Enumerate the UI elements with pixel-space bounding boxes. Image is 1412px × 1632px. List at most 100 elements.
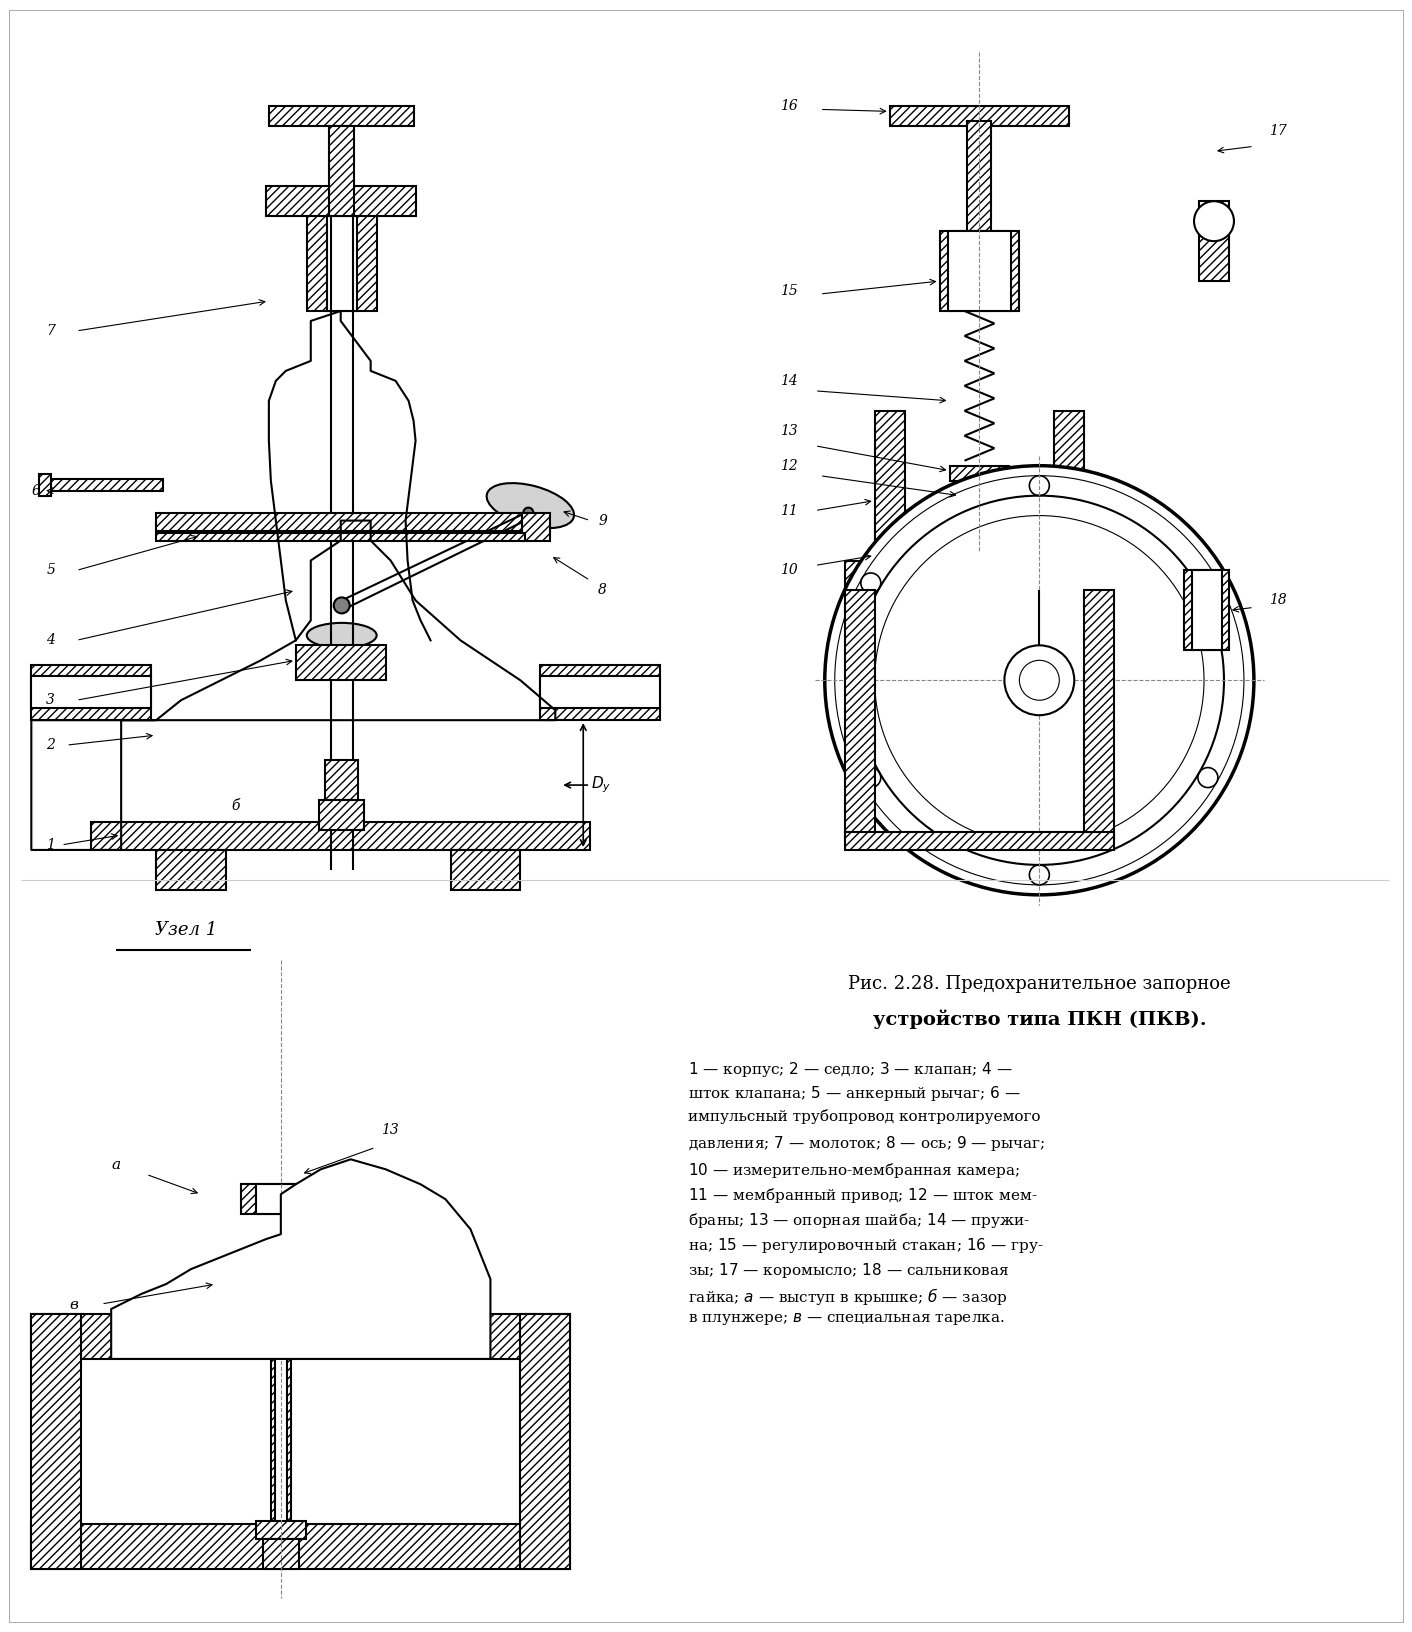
Bar — [263, 1539, 299, 1568]
Bar — [44, 478, 162, 491]
Text: 14: 14 — [779, 374, 798, 388]
Bar — [265, 186, 415, 215]
Text: 8: 8 — [599, 584, 607, 597]
Bar — [1055, 411, 1084, 540]
Bar — [92, 823, 590, 850]
Bar — [31, 676, 151, 708]
Text: Рис. 2.28. Предохранительное запорное: Рис. 2.28. Предохранительное запорное — [849, 974, 1231, 992]
Bar — [1185, 571, 1228, 650]
Text: 17: 17 — [1269, 124, 1286, 139]
Text: 5: 5 — [47, 563, 55, 578]
Bar — [450, 850, 521, 889]
Circle shape — [861, 568, 878, 584]
Text: 2: 2 — [47, 738, 55, 752]
Text: 16: 16 — [779, 100, 798, 113]
Text: шток клапана; $\mathit{5}$ — анкерный рычаг; $\mathit{6}$ —: шток клапана; $\mathit{5}$ — анкерный ры… — [688, 1085, 1021, 1103]
Ellipse shape — [487, 483, 575, 529]
Circle shape — [524, 508, 534, 517]
Bar — [844, 832, 1114, 850]
Bar — [890, 106, 1069, 126]
Bar — [967, 121, 991, 251]
Text: на; $\mathit{15}$ — регулировочный стакан; $\mathit{16}$ — гру-: на; $\mathit{15}$ — регулировочный стака… — [688, 1235, 1043, 1255]
Text: Узел 1: Узел 1 — [155, 920, 217, 938]
Text: гайка; $\mathit{а}$ — выступ в крышке; $\mathit{б}$ — зазор: гайка; $\mathit{а}$ — выступ в крышке; $… — [688, 1286, 1008, 1307]
Text: $D_y$: $D_y$ — [592, 775, 611, 795]
Bar — [31, 1314, 570, 1359]
Bar — [241, 1185, 321, 1214]
Bar — [326, 201, 357, 312]
Text: в: в — [69, 1297, 78, 1312]
Text: 1: 1 — [47, 837, 55, 852]
Bar — [1192, 571, 1221, 650]
Bar — [1199, 201, 1228, 281]
Bar — [31, 666, 151, 720]
Circle shape — [825, 465, 1254, 894]
Circle shape — [333, 597, 350, 614]
Text: 3: 3 — [47, 694, 55, 707]
Bar — [216, 1265, 346, 1279]
Text: $\mathit{11}$ — мембранный привод; $\mathit{12}$ — шток мем-: $\mathit{11}$ — мембранный привод; $\mat… — [688, 1186, 1038, 1206]
Bar — [970, 481, 988, 511]
Polygon shape — [31, 521, 555, 850]
Text: б: б — [232, 800, 240, 813]
Bar — [40, 473, 51, 496]
Bar — [874, 411, 905, 540]
Bar — [874, 550, 1084, 566]
Circle shape — [1052, 568, 1067, 584]
Bar — [268, 106, 414, 126]
Bar — [844, 591, 874, 840]
Bar — [949, 465, 1010, 481]
Text: а: а — [112, 1159, 120, 1172]
Bar — [157, 850, 226, 889]
Text: 11: 11 — [779, 504, 798, 517]
Bar — [522, 512, 551, 540]
Bar — [939, 232, 1019, 312]
Text: 13: 13 — [381, 1123, 398, 1138]
Text: зы; $\mathit{17}$ — коромысло; $\mathit{18}$ — сальниковая: зы; $\mathit{17}$ — коромысло; $\mathit{… — [688, 1262, 1010, 1279]
Text: 15: 15 — [779, 284, 798, 299]
Bar — [899, 516, 1059, 540]
Circle shape — [1004, 645, 1075, 715]
Bar — [319, 800, 364, 831]
Bar — [947, 232, 1011, 312]
Text: браны; $\mathit{13}$ — опорная шайба; $\mathit{14}$ — пружи-: браны; $\mathit{13}$ — опорная шайба; $\… — [688, 1211, 1031, 1231]
Ellipse shape — [306, 623, 377, 648]
Text: 7: 7 — [47, 325, 55, 338]
Bar — [960, 566, 1000, 591]
Circle shape — [1076, 568, 1093, 584]
Text: 13: 13 — [779, 424, 798, 437]
Bar — [521, 1314, 570, 1568]
Text: 4: 4 — [47, 633, 55, 648]
Bar — [874, 516, 1084, 540]
Bar — [31, 1314, 82, 1568]
Text: 9: 9 — [599, 514, 607, 527]
Bar — [541, 666, 659, 720]
Bar — [844, 560, 1114, 591]
Text: 6: 6 — [31, 483, 40, 498]
Bar — [1084, 591, 1114, 840]
Text: $\mathit{1}$ — корпус; $\mathit{2}$ — седло; $\mathit{3}$ — клапан; $\mathit{4}$: $\mathit{1}$ — корпус; $\mathit{2}$ — се… — [688, 1059, 1012, 1079]
Bar — [329, 126, 353, 215]
Bar — [157, 532, 525, 540]
Text: 10: 10 — [779, 563, 798, 578]
Bar — [256, 1185, 306, 1214]
Bar — [295, 645, 385, 681]
Text: 12: 12 — [779, 459, 798, 473]
Text: устройство типа ПКН (ПКВ).: устройство типа ПКН (ПКВ). — [873, 1010, 1206, 1030]
Text: импульсный трубопровод контролируемого: импульсный трубопровод контролируемого — [688, 1110, 1041, 1124]
Text: 18: 18 — [1269, 594, 1286, 607]
Polygon shape — [268, 312, 431, 640]
Text: в плунжере; $\mathit{в}$ — специальная тарелка.: в плунжере; $\mathit{в}$ — специальная т… — [688, 1310, 1005, 1327]
Bar — [271, 1265, 291, 1524]
Bar — [256, 1521, 306, 1539]
Bar — [306, 201, 377, 312]
Text: $\mathit{10}$ — измерительно-мембранная камера;: $\mathit{10}$ — измерительно-мембранная … — [688, 1162, 1021, 1180]
Bar — [325, 761, 357, 800]
Bar — [967, 566, 991, 591]
Bar — [157, 512, 525, 530]
Bar — [541, 676, 659, 708]
Bar — [31, 1524, 570, 1568]
Text: давления; $\mathit{7}$ — молоток; $\mathit{8}$ — ось; $\mathit{9}$ — рычаг;: давления; $\mathit{7}$ — молоток; $\math… — [688, 1134, 1045, 1154]
Polygon shape — [112, 1159, 490, 1359]
Circle shape — [1195, 201, 1234, 242]
